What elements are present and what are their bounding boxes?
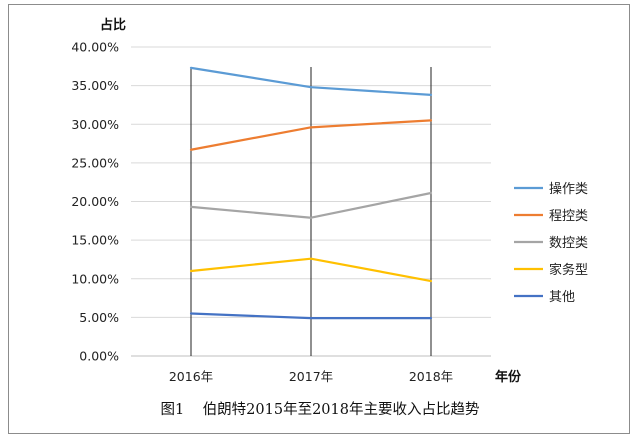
x-axis-title: 年份 bbox=[495, 369, 522, 385]
y-axis-title: 占比 bbox=[100, 17, 126, 33]
y-tick-label: 35.00% bbox=[71, 78, 119, 93]
x-tick-label: 2017年 bbox=[289, 369, 333, 384]
y-tick-label: 0.00% bbox=[79, 349, 119, 364]
y-tick-label: 30.00% bbox=[71, 117, 119, 132]
category-lines bbox=[190, 67, 432, 356]
figure-frame bbox=[8, 4, 630, 434]
legend-label: 家务型 bbox=[549, 262, 588, 278]
y-tick-label: 20.00% bbox=[71, 194, 119, 209]
series-line-3 bbox=[189, 191, 433, 219]
y-tick-label: 10.00% bbox=[71, 271, 119, 286]
legend-label: 程控类 bbox=[549, 209, 588, 224]
x-tick-label: 2016年 bbox=[169, 369, 213, 384]
y-tick-labels: 0.00% 5.00% 10.00% 15.00% 20.00% 25.00% 30.00%… bbox=[71, 40, 119, 364]
series-lines bbox=[189, 66, 433, 320]
y-tick-label: 25.00% bbox=[71, 155, 119, 170]
series-line-2 bbox=[189, 119, 433, 151]
y-tick-label: 15.00% bbox=[71, 233, 119, 248]
legend-label: 操作类 bbox=[549, 181, 588, 197]
y-tick-label: 5.00% bbox=[79, 310, 119, 325]
legend-label: 其他 bbox=[549, 290, 575, 305]
x-tick-labels: 2016年 2017年 2018年 bbox=[169, 369, 453, 384]
y-tick-label: 40.00% bbox=[71, 40, 119, 55]
legend-label: 数控类 bbox=[549, 236, 588, 251]
x-tick-label: 2018年 bbox=[409, 369, 453, 384]
series-line-4 bbox=[189, 257, 433, 283]
figure-caption: 图1 伯朗特2015年至2018年主要收入占比趋势 bbox=[160, 402, 480, 418]
series-line-1 bbox=[189, 66, 433, 96]
series-line-5 bbox=[189, 312, 433, 320]
